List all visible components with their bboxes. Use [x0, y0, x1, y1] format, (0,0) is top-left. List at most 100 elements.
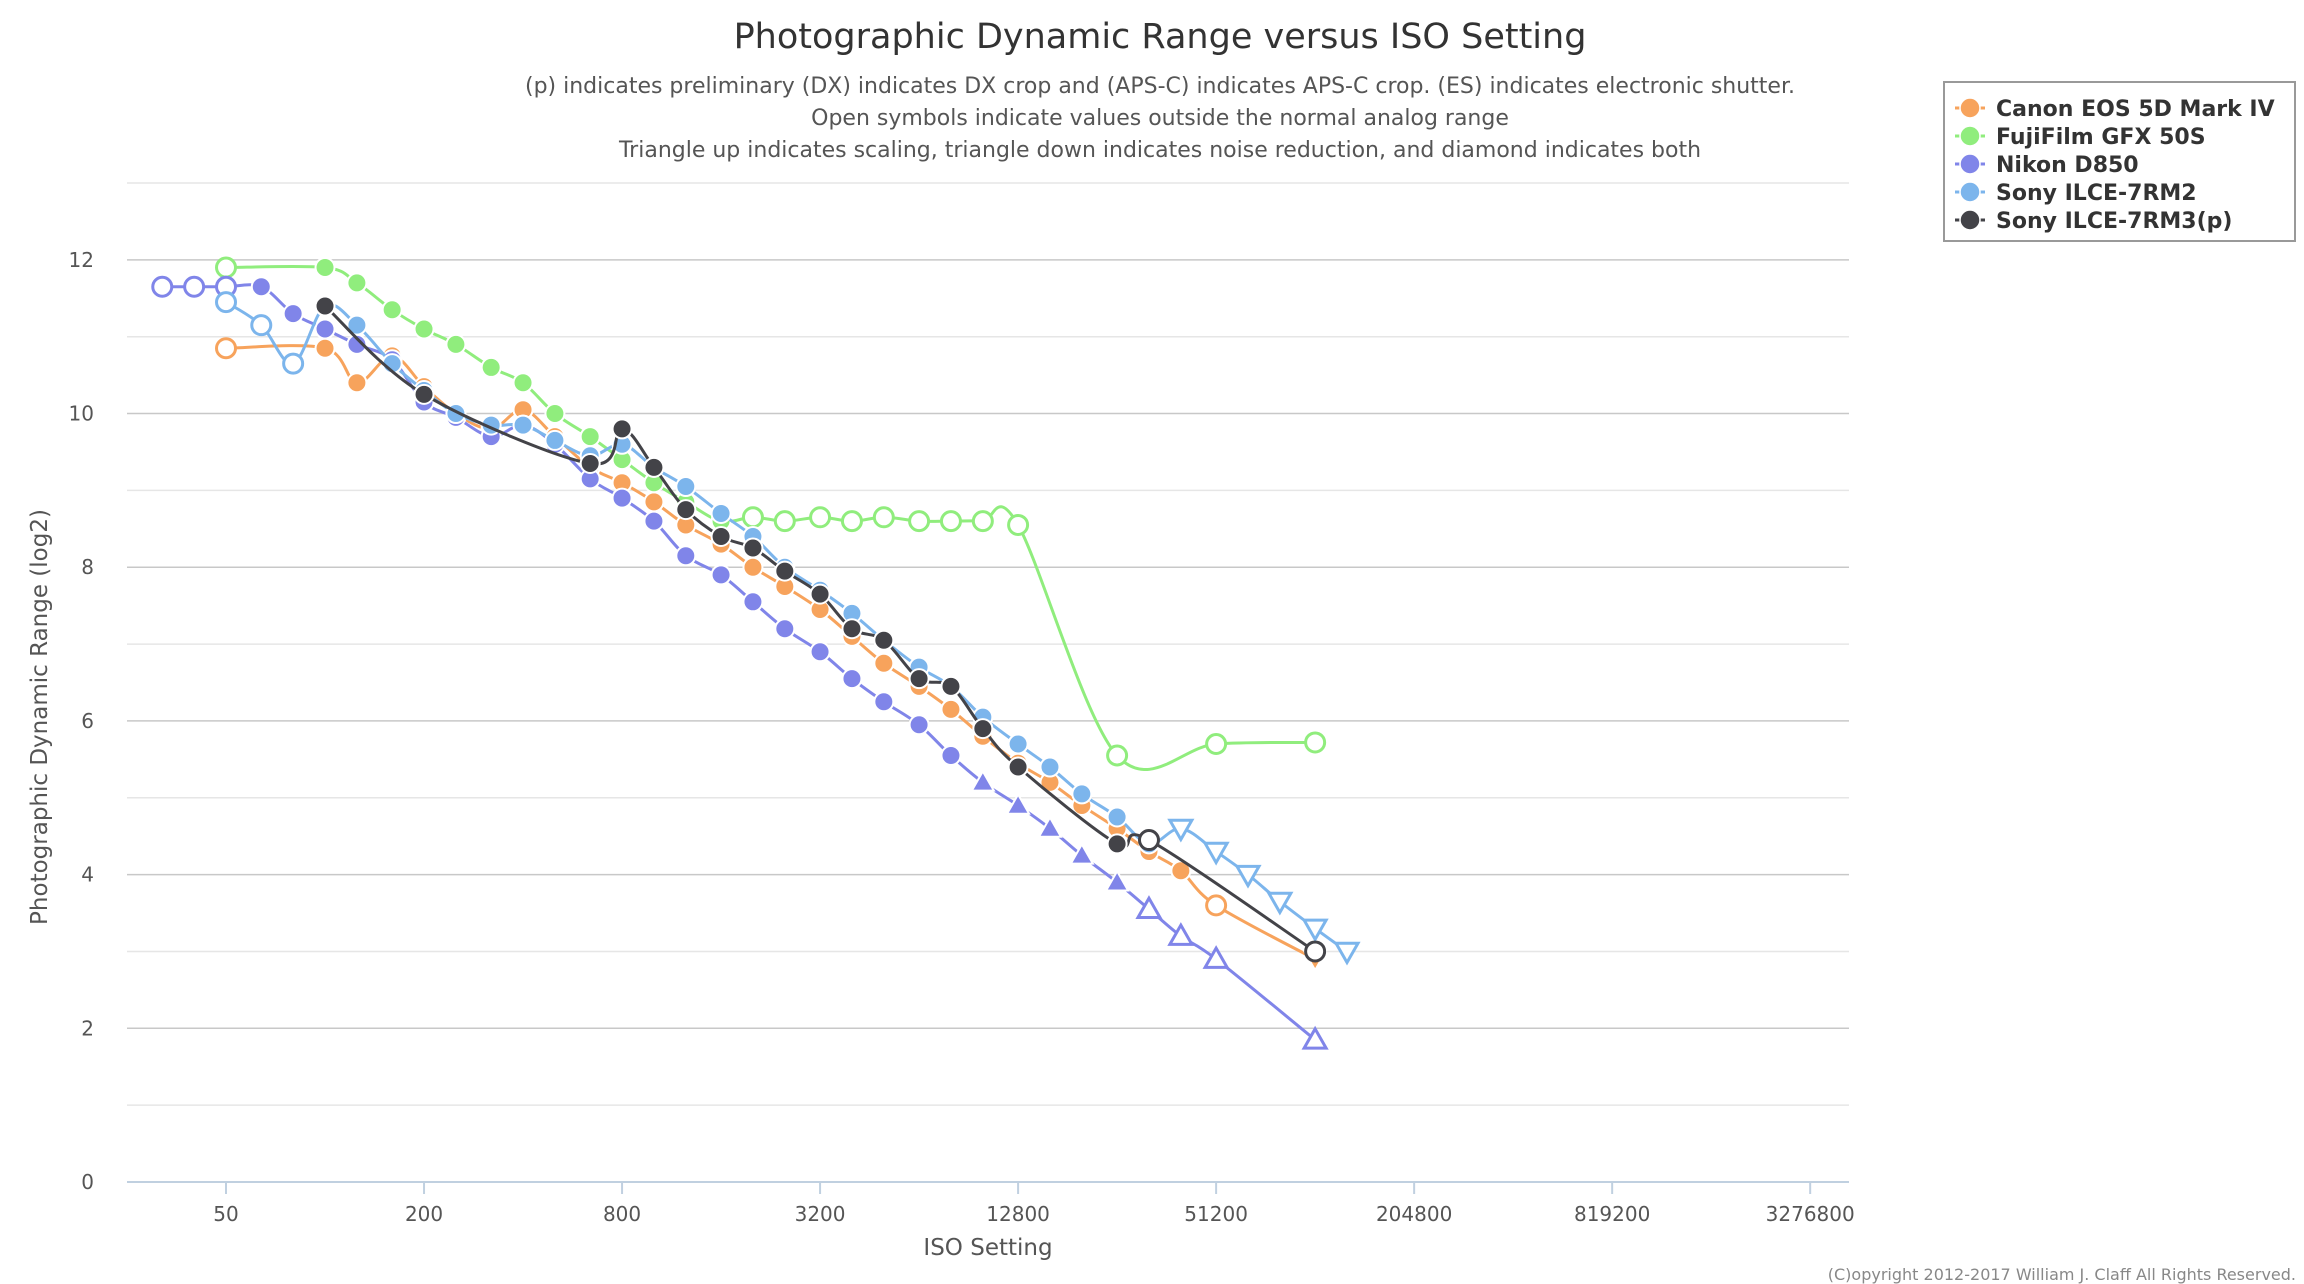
data-point-sony-ilce-7rm2-0[interactable] — [215, 291, 238, 314]
legend-item-sony-ilce-7rm3-p[interactable]: Sony ILCE-7RM3(p) — [1955, 209, 2232, 234]
y-tick-label: 0 — [81, 1170, 94, 1194]
data-point-fujifilm-gfx-50s-9[interactable] — [579, 426, 601, 448]
data-point-sony-ilce-7rm2-4[interactable] — [346, 314, 368, 336]
data-point-nikon-d850-16[interactable] — [675, 545, 697, 567]
data-point-nikon-d850-15[interactable] — [643, 510, 665, 532]
data-point-fujifilm-gfx-50s-0[interactable] — [215, 256, 238, 279]
data-point-fujifilm-gfx-50s-23[interactable] — [1106, 744, 1129, 767]
data-point-canon-eos-5d-mark-iv-0[interactable] — [215, 337, 238, 360]
legend-item-canon-eos-5d-mark-iv[interactable]: Canon EOS 5D Mark IV — [1955, 97, 2275, 122]
data-point-sony-ilce-7rm2-30[interactable] — [1202, 841, 1230, 866]
data-point-sony-ilce-7rm3-p-15[interactable] — [1007, 756, 1029, 778]
data-point-nikon-d850-26[interactable] — [1005, 792, 1031, 815]
data-point-canon-eos-5d-mark-iv-2[interactable] — [346, 372, 368, 394]
data-point-sony-ilce-7rm2-10[interactable] — [544, 429, 566, 451]
data-point-fujifilm-gfx-50s-20[interactable] — [939, 510, 962, 533]
data-point-sony-ilce-7rm2-33[interactable] — [1301, 918, 1329, 943]
data-point-fujifilm-gfx-50s-18[interactable] — [872, 506, 895, 529]
data-point-sony-ilce-7rm3-p-0[interactable] — [314, 295, 336, 317]
data-point-sony-ilce-7rm2-31[interactable] — [1234, 864, 1262, 889]
data-point-sony-ilce-7rm3-p-3[interactable] — [611, 418, 633, 440]
data-point-nikon-d850-14[interactable] — [611, 487, 633, 509]
data-point-fujifilm-gfx-50s-3[interactable] — [381, 299, 403, 321]
data-point-sony-ilce-7rm2-24[interactable] — [1007, 733, 1029, 755]
data-point-nikon-d850-19[interactable] — [774, 618, 796, 640]
data-point-nikon-d850-32[interactable] — [1202, 945, 1230, 969]
data-point-nikon-d850-24[interactable] — [940, 745, 962, 767]
data-point-canon-eos-5d-mark-iv-20[interactable] — [940, 698, 962, 720]
data-point-sony-ilce-7rm3-p-11[interactable] — [873, 629, 895, 651]
data-point-sony-ilce-7rm3-p-7[interactable] — [742, 537, 764, 559]
data-point-nikon-d850-28[interactable] — [1069, 842, 1095, 865]
legend-item-fujifilm-gfx-50s[interactable]: FujiFilm GFX 50S — [1955, 125, 2206, 150]
data-point-sony-ilce-7rm3-p-13[interactable] — [940, 675, 962, 697]
data-point-nikon-d850-0[interactable] — [151, 275, 174, 298]
data-point-fujifilm-gfx-50s-16[interactable] — [809, 506, 832, 529]
data-point-sony-ilce-7rm3-p-1[interactable] — [413, 383, 435, 405]
data-point-canon-eos-5d-mark-iv-11[interactable] — [643, 491, 665, 513]
data-point-fujifilm-gfx-50s-7[interactable] — [512, 372, 534, 394]
data-point-sony-ilce-7rm3-p-10[interactable] — [841, 618, 863, 640]
data-point-sony-ilce-7rm2-34[interactable] — [1333, 941, 1361, 966]
data-point-canon-eos-5d-mark-iv-18[interactable] — [873, 652, 895, 674]
data-point-sony-ilce-7rm2-15[interactable] — [710, 502, 732, 524]
legend-item-nikon-d850[interactable]: Nikon D850 — [1955, 153, 2139, 178]
data-point-fujifilm-gfx-50s-19[interactable] — [908, 510, 931, 533]
data-point-nikon-d850-18[interactable] — [742, 591, 764, 613]
data-point-fujifilm-gfx-50s-5[interactable] — [445, 333, 467, 355]
x-tick-label: 3276800 — [1766, 1202, 1855, 1226]
data-point-fujifilm-gfx-50s-6[interactable] — [480, 356, 502, 378]
data-point-sony-ilce-7rm3-p-12[interactable] — [908, 668, 930, 690]
data-point-sony-ilce-7rm2-1[interactable] — [250, 314, 273, 337]
data-point-sony-ilce-7rm2-29[interactable] — [1167, 818, 1195, 843]
legend-item-sony-ilce-7rm2[interactable]: Sony ILCE-7RM2 — [1955, 181, 2197, 206]
data-point-fujifilm-gfx-50s-17[interactable] — [840, 510, 863, 533]
data-point-nikon-d850-3[interactable] — [250, 276, 272, 298]
data-point-canon-eos-5d-mark-iv-28[interactable] — [1205, 894, 1228, 917]
data-point-sony-ilce-7rm3-p-9[interactable] — [809, 583, 831, 605]
series-line-nikon-d850 — [162, 283, 1317, 1041]
data-point-fujifilm-gfx-50s-8[interactable] — [544, 403, 566, 425]
data-point-nikon-d850-17[interactable] — [710, 564, 732, 586]
data-point-fujifilm-gfx-50s-21[interactable] — [971, 510, 994, 533]
data-point-sony-ilce-7rm3-p-8[interactable] — [774, 560, 796, 582]
data-point-sony-ilce-7rm3-p-14[interactable] — [972, 718, 994, 740]
data-point-fujifilm-gfx-50s-25[interactable] — [1304, 731, 1327, 754]
data-point-nikon-d850-30[interactable] — [1135, 895, 1163, 919]
data-point-sony-ilce-7rm3-p-6[interactable] — [710, 525, 732, 547]
data-point-nikon-d850-23[interactable] — [908, 714, 930, 736]
data-point-sony-ilce-7rm2-26[interactable] — [1071, 783, 1093, 805]
data-point-sony-ilce-7rm3-p-5[interactable] — [675, 499, 697, 521]
data-point-nikon-d850-31[interactable] — [1167, 922, 1195, 946]
data-point-sony-ilce-7rm2-14[interactable] — [675, 476, 697, 498]
data-point-sony-ilce-7rm3-p-4[interactable] — [643, 456, 665, 478]
data-point-sony-ilce-7rm2-9[interactable] — [512, 414, 534, 436]
data-point-nikon-d850-5[interactable] — [314, 318, 336, 340]
data-point-sony-ilce-7rm3-p-18[interactable] — [1304, 940, 1327, 963]
data-point-nikon-d850-25[interactable] — [970, 769, 996, 792]
data-point-fujifilm-gfx-50s-4[interactable] — [413, 318, 435, 340]
data-point-sony-ilce-7rm3-p-2[interactable] — [579, 452, 601, 474]
data-point-nikon-d850-1[interactable] — [183, 275, 206, 298]
data-point-nikon-d850-33[interactable] — [1301, 1025, 1329, 1050]
data-point-sony-ilce-7rm2-27[interactable] — [1106, 806, 1128, 828]
data-point-nikon-d850-4[interactable] — [282, 303, 304, 325]
data-point-fujifilm-gfx-50s-14[interactable] — [741, 506, 764, 529]
data-point-fujifilm-gfx-50s-22[interactable] — [1007, 513, 1030, 536]
data-point-canon-eos-5d-mark-iv-1[interactable] — [314, 337, 336, 359]
data-point-fujifilm-gfx-50s-24[interactable] — [1205, 732, 1228, 755]
data-point-fujifilm-gfx-50s-15[interactable] — [773, 510, 796, 533]
data-point-canon-eos-5d-mark-iv-14[interactable] — [742, 556, 764, 578]
data-point-nikon-d850-20[interactable] — [809, 641, 831, 663]
data-point-nikon-d850-22[interactable] — [873, 691, 895, 713]
data-point-nikon-d850-29[interactable] — [1104, 869, 1130, 892]
data-point-sony-ilce-7rm2-32[interactable] — [1266, 891, 1294, 916]
data-point-nikon-d850-27[interactable] — [1037, 815, 1063, 838]
data-point-sony-ilce-7rm2-2[interactable] — [282, 352, 305, 375]
data-point-fujifilm-gfx-50s-1[interactable] — [314, 257, 336, 279]
data-point-sony-ilce-7rm3-p-16[interactable] — [1106, 833, 1128, 855]
data-point-nikon-d850-21[interactable] — [841, 668, 863, 690]
data-point-sony-ilce-7rm2-25[interactable] — [1039, 756, 1061, 778]
data-point-fujifilm-gfx-50s-2[interactable] — [346, 272, 368, 294]
data-point-sony-ilce-7rm3-p-17[interactable] — [1137, 829, 1160, 852]
